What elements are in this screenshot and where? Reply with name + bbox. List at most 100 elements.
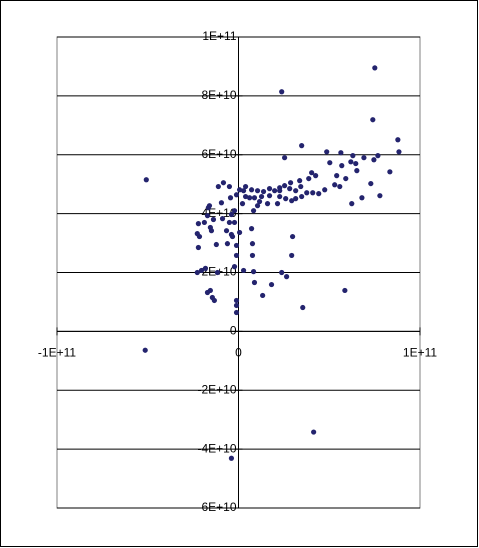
point [289,198,295,204]
point [274,201,281,207]
point [297,178,303,184]
point [223,228,230,234]
point [282,183,288,189]
point [370,117,376,123]
y-tick-label: -4E+10 [197,441,236,455]
point [264,201,271,207]
point [353,160,359,167]
point [236,187,243,193]
point [324,149,330,155]
point [233,309,240,316]
point [299,143,305,149]
x-tick-label: -1E+11 [38,346,76,360]
point [227,195,234,201]
point [233,192,240,198]
point [240,267,247,274]
point [256,198,263,205]
point [204,213,211,219]
point [309,170,315,176]
point [195,221,201,227]
point [375,153,381,159]
point [254,203,261,209]
point [194,231,200,237]
point [361,155,367,161]
point [220,180,227,186]
point [242,193,249,200]
point [293,196,299,202]
point [233,252,240,259]
point [251,195,258,201]
x-tick-label: 1E+11 [403,346,437,360]
point [254,188,261,194]
point [289,252,295,259]
point [395,137,401,143]
point [300,304,306,311]
point [231,219,238,226]
point [242,183,249,190]
point [204,289,211,296]
point [213,241,219,248]
point [211,297,217,304]
point [219,216,226,222]
point [293,188,299,194]
point [348,159,354,165]
point [231,208,238,214]
point [350,153,356,159]
point [233,302,240,309]
point [233,242,240,249]
point [354,168,360,174]
point [279,89,285,95]
point [316,191,322,197]
point [277,193,283,200]
point [327,160,333,166]
point [268,281,275,288]
point [226,219,233,226]
point [299,193,305,200]
point [338,150,344,156]
point [231,264,238,270]
point [218,200,225,206]
point [342,287,348,294]
point [195,244,201,251]
point [283,274,290,280]
point [343,175,349,182]
point [322,187,328,193]
point [298,183,304,190]
point [258,193,265,200]
y-tick-label: 1E+11 [202,29,236,43]
point [194,269,200,276]
point [240,188,247,194]
point [236,229,243,236]
point [337,183,343,190]
point [198,267,205,274]
point [272,188,278,194]
point [207,224,213,231]
point [368,180,374,187]
y-tick-label: 0 [230,324,237,338]
point [266,193,273,199]
point [215,183,221,190]
point [349,201,355,207]
y-tick-label: 6E+10 [201,147,236,161]
point [332,182,338,188]
point [372,65,378,71]
point [233,297,240,304]
point [371,157,377,163]
point [201,219,207,226]
point [377,193,383,199]
point [334,173,340,179]
point [289,233,296,240]
point [248,187,255,193]
point [282,155,288,161]
point [279,269,285,276]
point [260,292,266,299]
point [239,201,246,207]
point [283,196,289,202]
point [202,265,209,271]
point [304,190,310,196]
point [205,205,211,211]
point [311,429,317,435]
point [339,163,345,169]
